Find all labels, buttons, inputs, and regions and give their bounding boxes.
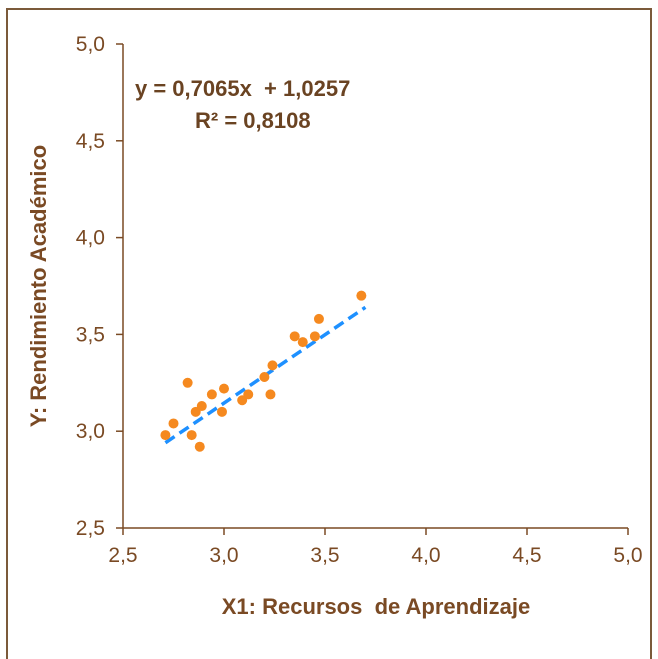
- trendline-equation: y = 0,7065x + 1,0257: [135, 76, 350, 101]
- x-tick-label: 3,5: [310, 544, 339, 567]
- x-tick-label: 2,5: [108, 544, 137, 567]
- data-point: [160, 430, 171, 441]
- data-point: [309, 331, 320, 342]
- y-tick-label: 3,5: [76, 323, 105, 346]
- r-squared-label: R² = 0,8108: [195, 108, 311, 133]
- y-tick-label: 4,0: [76, 227, 105, 250]
- axes: [122, 44, 628, 529]
- x-tick-label: 5,0: [613, 544, 642, 567]
- x-tick-label: 4,5: [512, 544, 541, 567]
- x-tick-label: 4,0: [411, 544, 440, 567]
- data-point: [289, 331, 300, 342]
- data-point: [206, 389, 217, 400]
- data-point: [356, 290, 367, 301]
- data-point: [216, 406, 227, 417]
- data-point: [168, 418, 179, 429]
- x-axis-ticks: 2,5 3,0 3,5 4,0 4,5 5,0: [108, 528, 643, 567]
- data-point: [186, 430, 197, 441]
- y-axis-ticks: 2,5 3,0 3,5 4,0 4,5 5,0: [76, 33, 123, 540]
- data-point: [259, 371, 270, 382]
- data-point: [182, 377, 193, 388]
- y-tick-label: 2,5: [76, 517, 105, 540]
- x-tick-label: 3,0: [209, 544, 238, 567]
- data-point: [313, 313, 324, 324]
- y-axis-title: Y: Rendimiento Académico: [26, 145, 51, 427]
- data-point: [194, 441, 205, 452]
- y-tick-label: 4,5: [76, 130, 105, 153]
- data-points: [160, 290, 367, 452]
- data-point: [265, 389, 276, 400]
- data-point: [219, 383, 229, 394]
- data-point: [196, 401, 207, 412]
- y-tick-label: 5,0: [76, 33, 105, 56]
- data-point: [297, 337, 308, 348]
- y-tick-label: 3,0: [76, 420, 105, 443]
- data-point: [243, 389, 254, 400]
- data-point: [267, 360, 278, 371]
- x-axis-title: X1: Recursos de Aprendizaje: [222, 594, 531, 619]
